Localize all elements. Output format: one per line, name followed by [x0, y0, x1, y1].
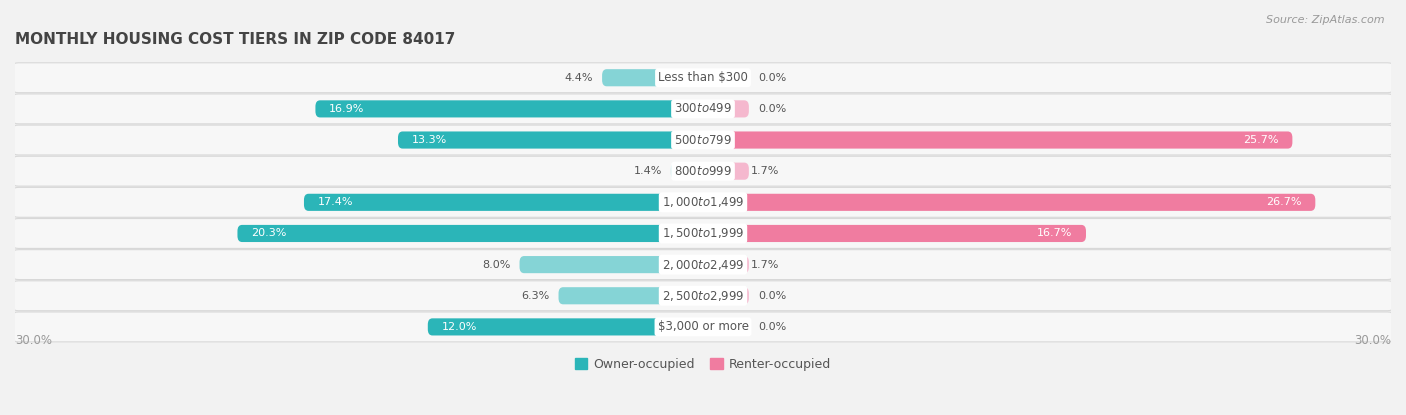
Text: 0.0%: 0.0%	[758, 291, 786, 301]
Text: 1.7%: 1.7%	[751, 260, 779, 270]
Text: 1.7%: 1.7%	[751, 166, 779, 176]
FancyBboxPatch shape	[304, 194, 703, 211]
FancyBboxPatch shape	[602, 69, 703, 86]
Text: 16.7%: 16.7%	[1036, 229, 1073, 239]
FancyBboxPatch shape	[703, 69, 749, 86]
Text: Less than $300: Less than $300	[658, 71, 748, 84]
Text: $2,500 to $2,999: $2,500 to $2,999	[662, 289, 744, 303]
FancyBboxPatch shape	[8, 187, 1398, 217]
Text: $300 to $499: $300 to $499	[673, 103, 733, 115]
Text: $500 to $799: $500 to $799	[673, 134, 733, 146]
FancyBboxPatch shape	[8, 250, 1398, 280]
Text: $1,000 to $1,499: $1,000 to $1,499	[662, 195, 744, 209]
Text: $800 to $999: $800 to $999	[673, 165, 733, 178]
FancyBboxPatch shape	[703, 256, 749, 273]
FancyBboxPatch shape	[558, 287, 703, 304]
FancyBboxPatch shape	[238, 225, 703, 242]
Text: $2,000 to $2,499: $2,000 to $2,499	[662, 258, 744, 271]
FancyBboxPatch shape	[703, 194, 1316, 211]
Text: 0.0%: 0.0%	[758, 73, 786, 83]
Text: 30.0%: 30.0%	[15, 334, 52, 347]
Text: 12.0%: 12.0%	[441, 322, 477, 332]
Text: 0.0%: 0.0%	[758, 104, 786, 114]
Legend: Owner-occupied, Renter-occupied: Owner-occupied, Renter-occupied	[569, 353, 837, 376]
FancyBboxPatch shape	[703, 100, 749, 117]
FancyBboxPatch shape	[703, 163, 749, 180]
Text: 26.7%: 26.7%	[1265, 197, 1302, 208]
FancyBboxPatch shape	[8, 281, 1398, 311]
Text: MONTHLY HOUSING COST TIERS IN ZIP CODE 84017: MONTHLY HOUSING COST TIERS IN ZIP CODE 8…	[15, 32, 456, 46]
Text: 0.0%: 0.0%	[758, 322, 786, 332]
Text: $1,500 to $1,999: $1,500 to $1,999	[662, 227, 744, 240]
Text: 1.4%: 1.4%	[633, 166, 662, 176]
FancyBboxPatch shape	[8, 312, 1398, 342]
Text: 13.3%: 13.3%	[412, 135, 447, 145]
Text: 8.0%: 8.0%	[482, 260, 510, 270]
Text: 16.9%: 16.9%	[329, 104, 364, 114]
FancyBboxPatch shape	[315, 100, 703, 117]
Text: 6.3%: 6.3%	[522, 291, 550, 301]
FancyBboxPatch shape	[8, 63, 1398, 93]
FancyBboxPatch shape	[671, 163, 703, 180]
Text: 30.0%: 30.0%	[1354, 334, 1391, 347]
FancyBboxPatch shape	[8, 94, 1398, 124]
FancyBboxPatch shape	[703, 287, 749, 304]
FancyBboxPatch shape	[8, 156, 1398, 186]
Text: $3,000 or more: $3,000 or more	[658, 320, 748, 333]
FancyBboxPatch shape	[8, 125, 1398, 155]
Text: 17.4%: 17.4%	[318, 197, 353, 208]
FancyBboxPatch shape	[8, 219, 1398, 249]
FancyBboxPatch shape	[703, 225, 1085, 242]
FancyBboxPatch shape	[427, 318, 703, 335]
Text: 20.3%: 20.3%	[252, 229, 287, 239]
FancyBboxPatch shape	[398, 132, 703, 149]
Text: 4.4%: 4.4%	[564, 73, 593, 83]
FancyBboxPatch shape	[520, 256, 703, 273]
Text: 25.7%: 25.7%	[1243, 135, 1278, 145]
Text: Source: ZipAtlas.com: Source: ZipAtlas.com	[1267, 15, 1385, 24]
FancyBboxPatch shape	[703, 318, 749, 335]
FancyBboxPatch shape	[703, 132, 1292, 149]
